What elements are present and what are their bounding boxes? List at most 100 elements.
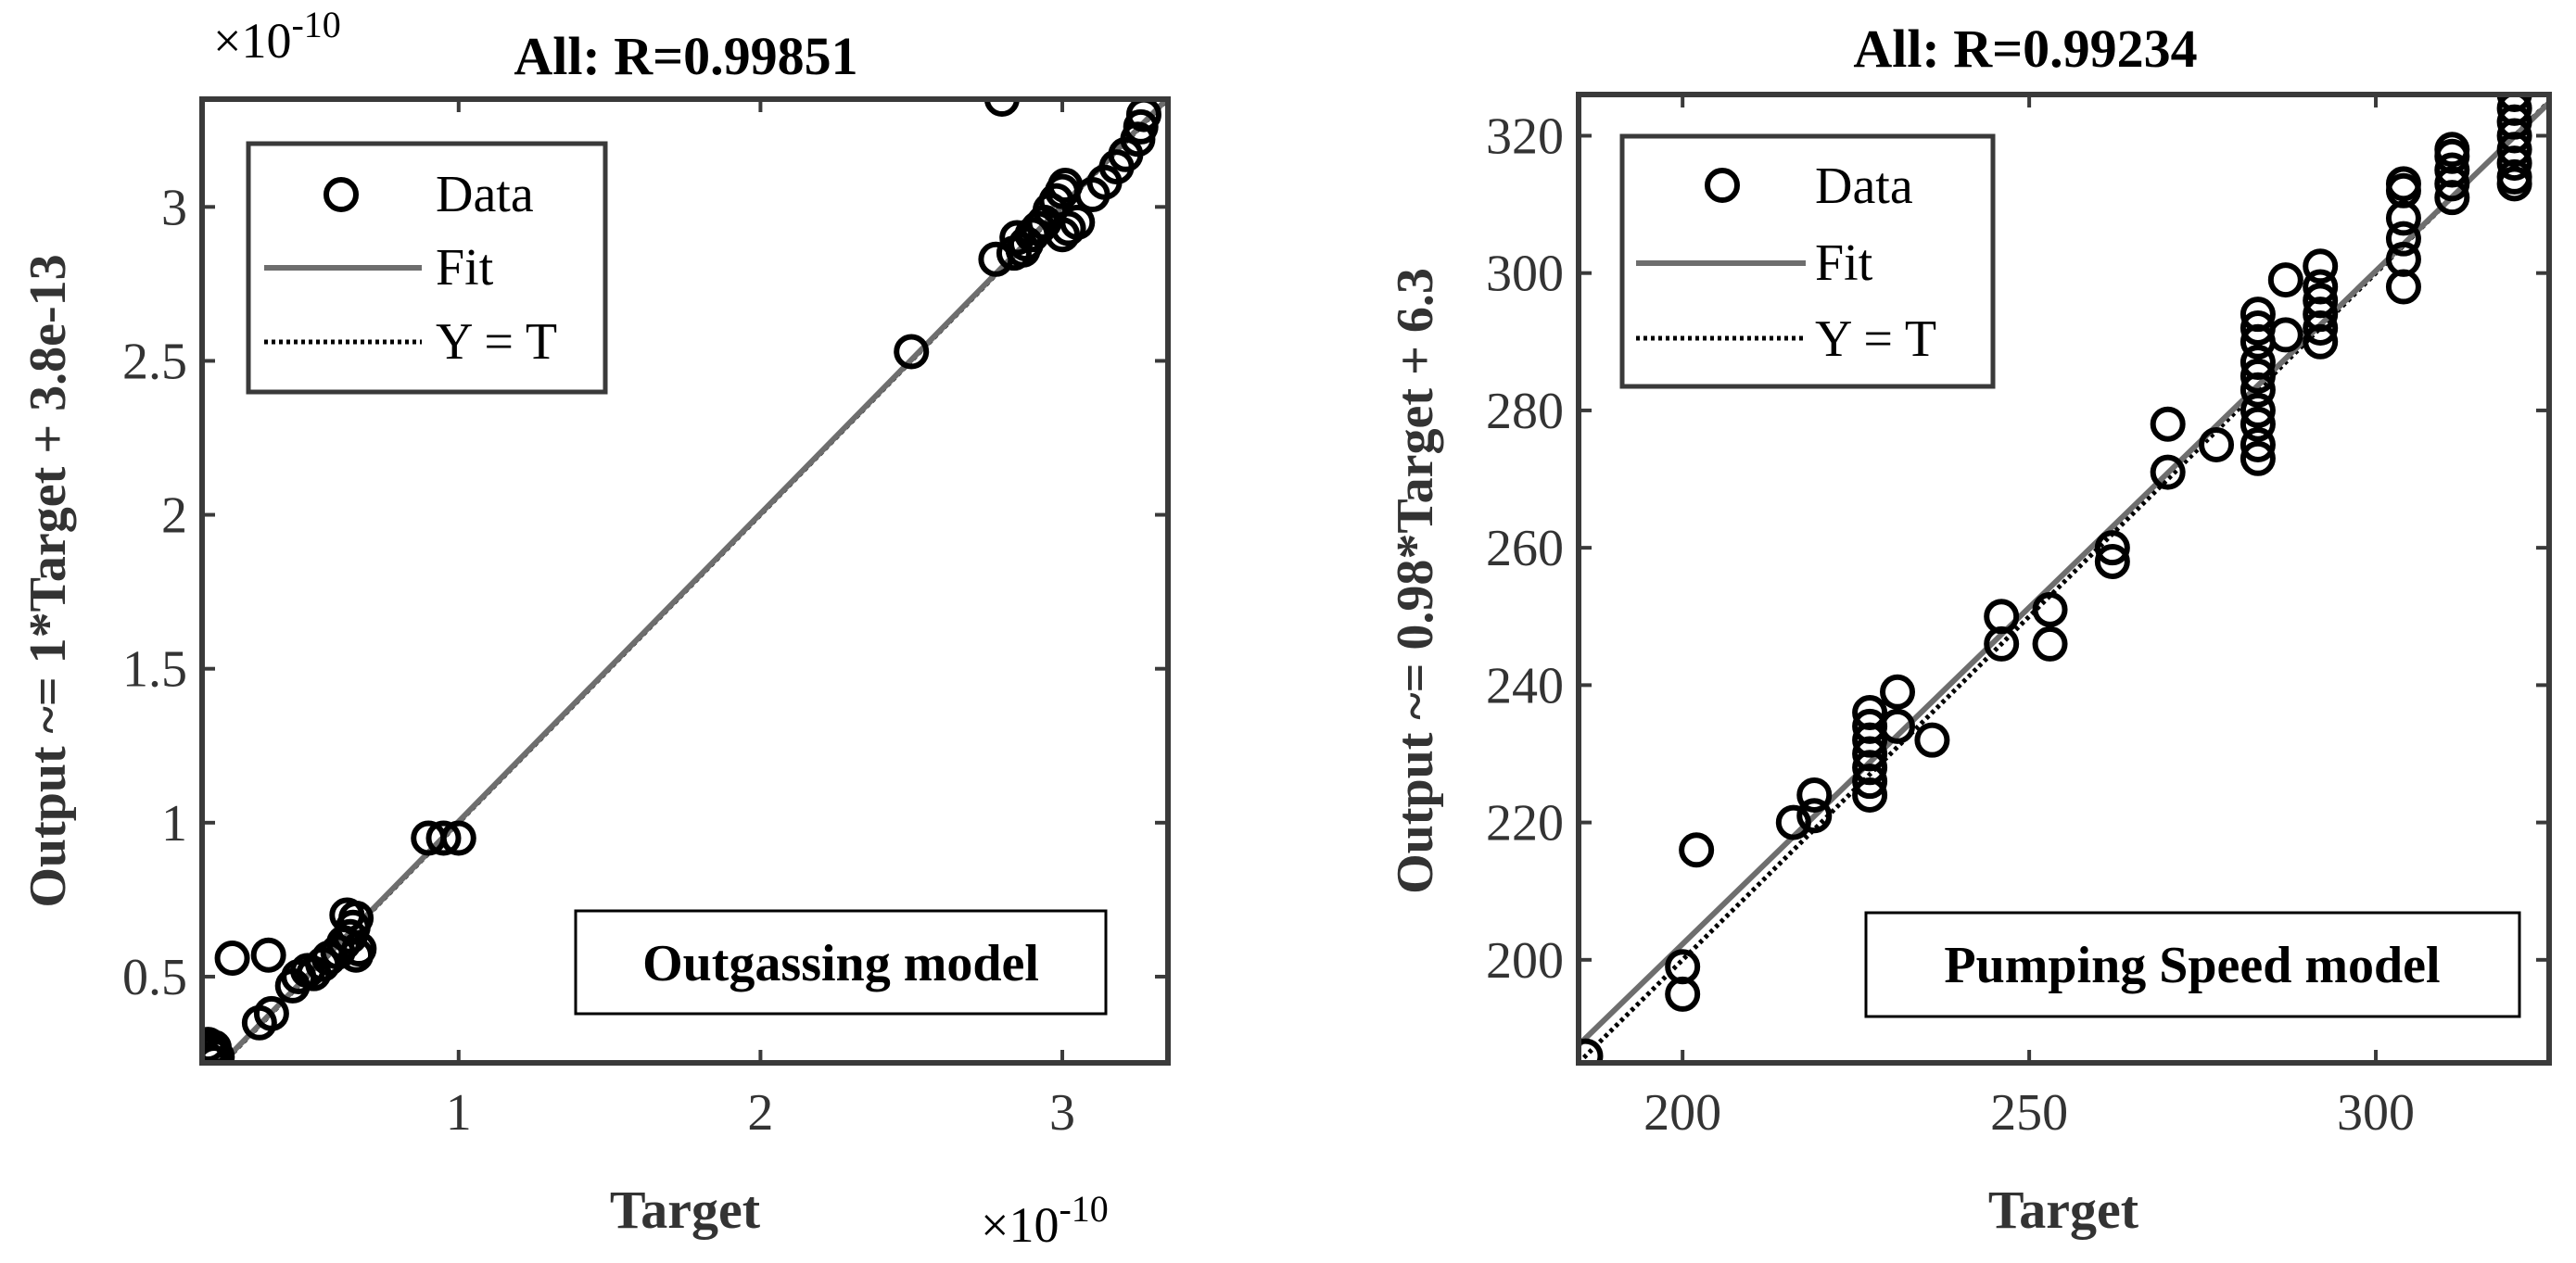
data-point bbox=[214, 941, 250, 977]
data-point bbox=[2240, 358, 2276, 394]
legend-fit-label: Fit bbox=[436, 239, 494, 297]
data-point bbox=[894, 334, 930, 370]
x-axis-label: Target bbox=[610, 1180, 761, 1240]
data-point bbox=[2240, 440, 2276, 476]
data-point bbox=[2303, 248, 2339, 284]
y-tick-label: 200 bbox=[1486, 932, 1564, 990]
plot-content bbox=[202, 99, 1168, 1063]
plot-area: 1 2 3 0.5 1 1.5 2 2.5 3 bbox=[122, 99, 1168, 1142]
y-tick-label: 3 bbox=[161, 179, 187, 236]
data-point bbox=[2032, 625, 2068, 662]
annotation-box bbox=[574, 909, 1108, 1016]
plot-content bbox=[1579, 95, 2549, 1063]
legend-fit-label: Fit bbox=[1815, 234, 1873, 292]
annotation-box bbox=[1864, 911, 2521, 1018]
y-axis-label: Output ~= 1*Target + 3.8e-13 bbox=[19, 254, 77, 907]
identity-line bbox=[1579, 99, 2549, 1063]
data-point bbox=[2385, 241, 2421, 277]
data-point bbox=[2496, 95, 2532, 126]
legend-data-label: Data bbox=[1815, 158, 1913, 215]
y-tick-label: 1.5 bbox=[122, 641, 187, 699]
y-axis-label: Output ~= 0.98*Target + 6.3 bbox=[1387, 268, 1444, 894]
data-point bbox=[2240, 345, 2276, 381]
chart-title: All: R=0.99234 bbox=[1853, 19, 2197, 79]
data-point bbox=[2240, 392, 2276, 428]
y-tick-label: 2 bbox=[161, 487, 187, 545]
annotation-label: Outgassing model bbox=[642, 935, 1039, 992]
data-point bbox=[1984, 599, 2020, 635]
data-point bbox=[2434, 152, 2470, 188]
x-tick-label: 1 bbox=[446, 1084, 472, 1142]
plot-frame bbox=[1576, 92, 2552, 1066]
data-point bbox=[2496, 95, 2532, 112]
data-point bbox=[425, 820, 462, 856]
data-point bbox=[1579, 1038, 1604, 1063]
plot-frame bbox=[199, 96, 1171, 1066]
chart-title: All: R=0.99851 bbox=[514, 26, 857, 86]
data-point bbox=[2150, 406, 2186, 442]
data-point bbox=[1060, 204, 1096, 240]
y-tick-label: 260 bbox=[1486, 520, 1564, 577]
data-point bbox=[440, 820, 476, 856]
data-point bbox=[2199, 426, 2235, 462]
legend: Data Fit Y = T bbox=[246, 141, 608, 395]
x-tick-label: 2 bbox=[747, 1084, 773, 1142]
x-tick-label: 200 bbox=[1643, 1084, 1721, 1142]
y-tick-label: 220 bbox=[1486, 795, 1564, 853]
legend: Data Fit Y = T bbox=[1619, 133, 1996, 389]
legend-data-label: Data bbox=[436, 166, 534, 223]
x-axis-label: Target bbox=[1988, 1180, 2139, 1240]
data-point bbox=[2385, 221, 2421, 257]
y-tick-label: 300 bbox=[1486, 246, 1564, 303]
x-tick-label: 300 bbox=[2337, 1084, 2415, 1142]
data-point bbox=[2267, 262, 2303, 298]
data-point bbox=[202, 1032, 229, 1063]
data-point bbox=[250, 937, 286, 973]
data-point bbox=[1775, 804, 1811, 840]
data-point bbox=[202, 1045, 233, 1063]
data-point bbox=[329, 897, 365, 933]
data-point bbox=[1880, 674, 1916, 710]
y-tick-label: 2.5 bbox=[122, 333, 187, 390]
data-point bbox=[2240, 406, 2276, 442]
data-point bbox=[2385, 166, 2421, 202]
legend-yt-label: Y = T bbox=[436, 313, 557, 371]
data-point bbox=[1914, 722, 1950, 758]
data-point bbox=[2303, 269, 2339, 305]
y-tick-label: 0.5 bbox=[122, 949, 187, 1006]
data-point bbox=[1796, 798, 1833, 834]
y-tick-label: 320 bbox=[1486, 107, 1564, 165]
legend-yt-label: Y = T bbox=[1815, 310, 1936, 368]
chart-outgassing: All: R=0.99851 ×10-10 1 2 3 0.5 1 1.5 2 2.5 3 Ou… bbox=[19, 4, 1171, 1253]
data-point bbox=[2094, 543, 2130, 579]
y-exponent-label: ×10-10 bbox=[213, 4, 341, 69]
annotation: Pumping Speed model bbox=[1864, 911, 2521, 1018]
chart-pumping-speed: All: R=0.99234 200 250 300 200 220 240 260 280 3… bbox=[1387, 19, 2552, 1240]
data-point bbox=[2434, 132, 2470, 168]
legend-data-marker bbox=[1705, 168, 1740, 203]
data-point bbox=[983, 99, 1020, 117]
y-tick-label: 240 bbox=[1486, 657, 1564, 714]
data-point bbox=[253, 995, 289, 1031]
annotation: Outgassing model bbox=[574, 909, 1108, 1016]
data-point bbox=[2150, 454, 2186, 490]
y-tick-label: 1 bbox=[161, 795, 187, 853]
x-tick-label: 3 bbox=[1049, 1084, 1075, 1142]
data-point bbox=[2267, 317, 2303, 353]
data-point bbox=[1796, 777, 1833, 813]
data-point bbox=[2032, 591, 2068, 627]
y-tick-label: 280 bbox=[1486, 383, 1564, 440]
x-exponent-label: ×10-10 bbox=[981, 1188, 1109, 1253]
data-point bbox=[1665, 976, 1701, 1012]
legend-data-marker bbox=[324, 177, 359, 212]
data-point bbox=[2094, 530, 2130, 566]
data-point bbox=[2240, 426, 2276, 462]
data-point bbox=[1679, 832, 1715, 868]
data-point bbox=[1852, 695, 1888, 731]
data-point bbox=[1880, 708, 1916, 744]
x-tick-label: 250 bbox=[1990, 1084, 2068, 1142]
annotation-label: Pumping Speed model bbox=[1944, 937, 2440, 994]
data-point bbox=[2303, 283, 2339, 319]
data-point bbox=[341, 931, 377, 967]
